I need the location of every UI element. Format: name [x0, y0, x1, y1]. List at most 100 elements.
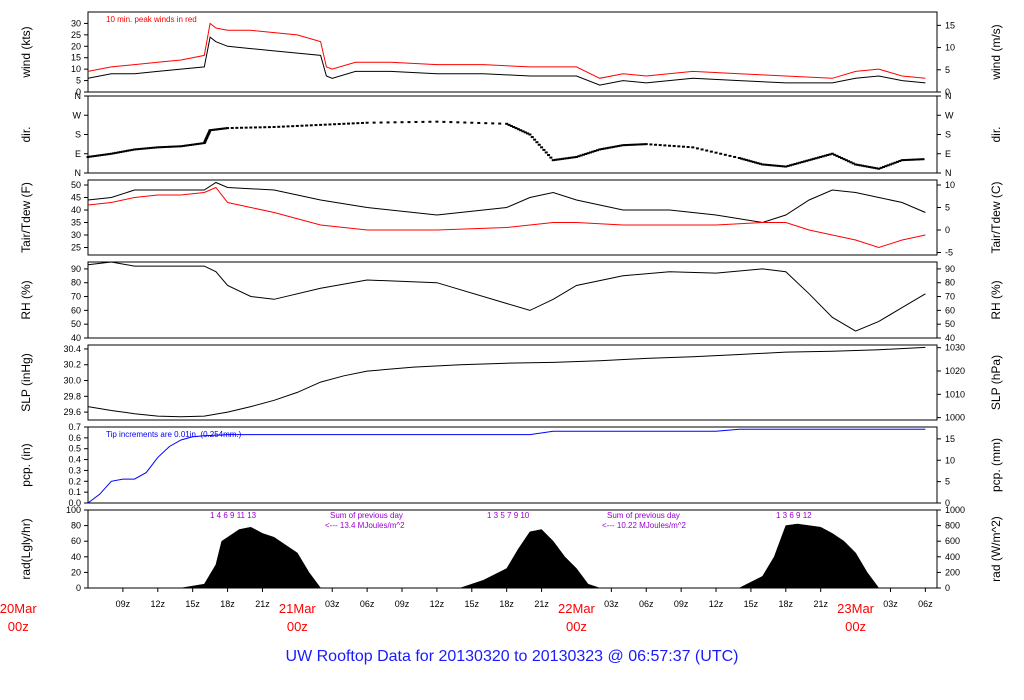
tick-label: 0.4	[68, 455, 81, 465]
dir-point	[86, 155, 90, 158]
series-line-wind	[87, 22, 926, 79]
dir-point	[695, 147, 699, 150]
dir-point	[170, 145, 174, 148]
tick-label: 25	[71, 243, 81, 253]
dir-point	[116, 151, 120, 154]
panel-annotation: Tip increments are 0.01in. (0.254mm.)	[106, 430, 242, 439]
x-tick-label: 06z	[918, 599, 933, 609]
dir-point	[747, 159, 751, 162]
dir-point	[658, 144, 662, 147]
dir-point	[600, 148, 604, 151]
dir-point	[153, 146, 157, 149]
dir-point	[130, 148, 134, 151]
panel-frame	[87, 261, 938, 339]
dir-point	[775, 164, 779, 167]
dir-point	[888, 163, 892, 166]
panel-frame	[87, 426, 938, 504]
tick-label: 100	[66, 505, 81, 515]
panel-temperature	[84, 179, 941, 256]
tick-label: 60	[945, 305, 955, 315]
tick-label: 0	[945, 225, 950, 235]
tick-label: 40	[945, 333, 955, 343]
dir-point	[823, 154, 827, 157]
dir-point	[347, 122, 351, 125]
tick-label: W	[73, 110, 82, 120]
dir-point	[563, 157, 567, 160]
dir-point	[507, 123, 511, 126]
tick-label: 0	[76, 87, 81, 97]
tick-label: 0.6	[68, 433, 81, 443]
dir-point	[151, 146, 155, 149]
dir-point	[902, 159, 906, 162]
dir-point	[91, 155, 95, 158]
panel-frame	[87, 11, 938, 93]
rad-sum-value: <--- 10.22 MJoules/m^2	[602, 521, 687, 530]
dir-point	[93, 154, 97, 157]
dir-point	[393, 121, 397, 124]
dir-point	[542, 148, 546, 151]
tick-label: 29.8	[63, 391, 81, 401]
y-axis-title-left: RH (%)	[19, 280, 33, 319]
dir-point	[172, 145, 176, 148]
tick-label: 5	[76, 76, 81, 86]
rad-hour-labels: 1 3 5 7 9 10	[487, 511, 530, 520]
dir-point	[681, 145, 685, 148]
dir-point	[133, 148, 137, 151]
dir-point	[602, 147, 606, 150]
x-tick-label: 18z	[499, 599, 514, 609]
x-tick-label: 03z	[325, 599, 340, 609]
x-tick-label: 03z	[604, 599, 619, 609]
dir-point	[870, 166, 874, 169]
dir-point	[765, 163, 769, 166]
dir-point	[158, 146, 162, 149]
rad-hour-labels: 1 3 6 9 12	[776, 511, 812, 520]
tick-label: 1020	[945, 366, 965, 376]
dir-point	[770, 164, 774, 167]
dir-point	[863, 165, 867, 168]
dir-point	[793, 163, 797, 166]
dir-point	[835, 154, 839, 157]
dir-point	[521, 130, 525, 133]
dir-point	[663, 144, 667, 147]
tick-label: 0.7	[68, 422, 81, 432]
tick-label: N	[75, 91, 82, 101]
dir-point	[556, 158, 560, 161]
dir-point	[654, 143, 658, 146]
series-line-pressure	[87, 346, 926, 418]
dir-point	[156, 146, 160, 149]
y-axis-title-right: SLP (hPa)	[989, 355, 1003, 410]
dir-point	[295, 124, 299, 127]
dir-point	[204, 138, 208, 141]
dir-point	[895, 160, 899, 163]
dir-point	[163, 146, 167, 149]
tick-label: 15	[71, 53, 81, 63]
dir-point	[267, 126, 271, 129]
dir-point	[612, 145, 616, 148]
dir-point	[781, 165, 785, 168]
tick-label: 80	[71, 521, 81, 531]
x-tick-label: 06z	[639, 599, 654, 609]
dir-point	[305, 124, 309, 127]
day-label: 23Mar	[837, 601, 875, 616]
dir-point	[700, 148, 704, 151]
dir-point	[105, 153, 109, 156]
dir-point	[691, 146, 695, 149]
dir-point	[102, 153, 106, 156]
dir-point	[802, 160, 806, 163]
y-axis-title-left: wind (kts)	[19, 26, 33, 78]
tick-label: 5	[945, 477, 950, 487]
dir-point	[249, 126, 253, 129]
dir-point	[512, 126, 516, 129]
dir-point	[907, 158, 911, 161]
tick-label: 15	[945, 20, 955, 30]
tick-label: N	[945, 168, 952, 178]
dir-point	[198, 142, 202, 145]
dir-point	[558, 158, 562, 161]
dir-point	[210, 129, 214, 132]
dir-point	[203, 139, 207, 142]
dir-point	[528, 133, 532, 136]
y-axis-title-left: rad(Lgly/hr)	[19, 518, 33, 579]
tick-label: 29.6	[63, 407, 81, 417]
dir-point	[756, 162, 760, 165]
dir-point	[614, 145, 618, 148]
